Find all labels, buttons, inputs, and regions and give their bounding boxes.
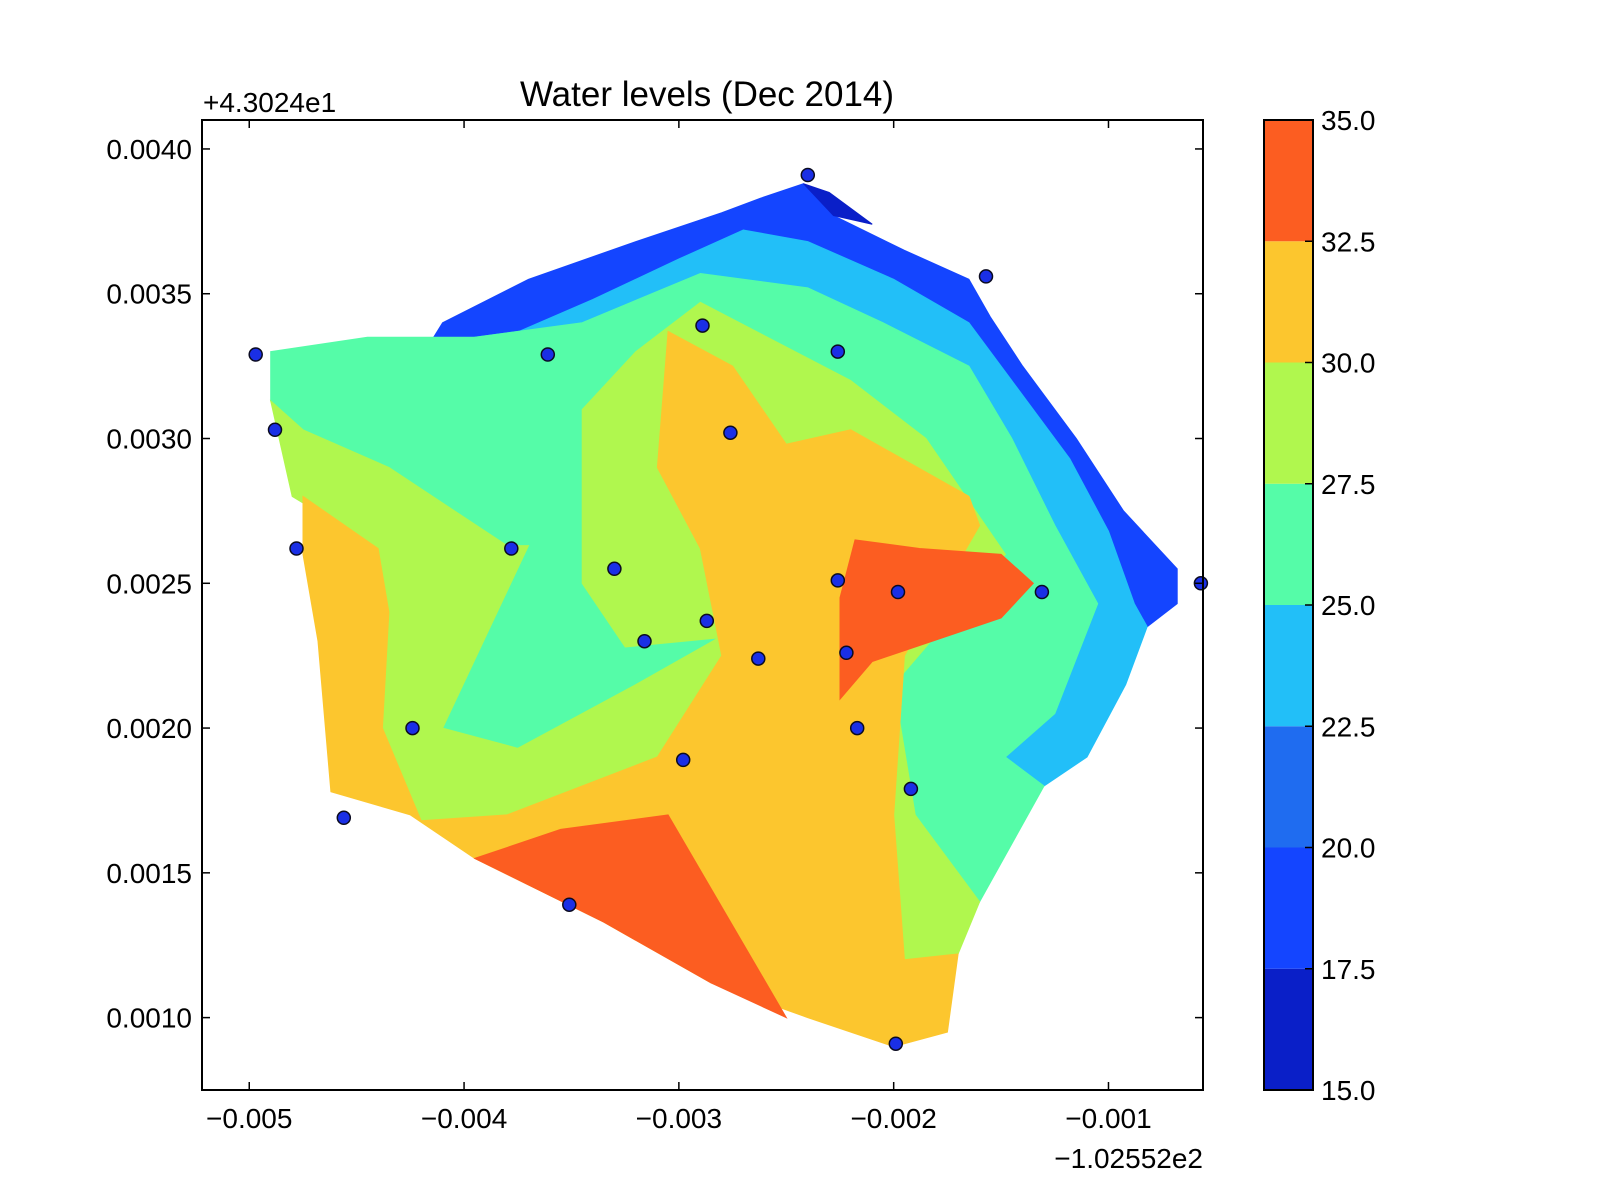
well-point-12 xyxy=(695,318,710,333)
y-tick-label: 0.0040 xyxy=(106,134,192,165)
colorbar-band-17.5-20 xyxy=(1264,847,1313,969)
colorbar-band-30-32.5 xyxy=(1264,241,1313,363)
well-point-23 xyxy=(903,781,919,797)
y-tick-label: 0.0010 xyxy=(106,1003,192,1034)
well-point-15 xyxy=(751,651,766,666)
plot-frame xyxy=(201,119,1204,1091)
y-tick-label: 0.0025 xyxy=(106,568,192,599)
x-tick-label: −0.003 xyxy=(636,1103,722,1134)
colorbar-band-27.5-30 xyxy=(1264,362,1313,484)
well-point-19 xyxy=(839,645,854,661)
colorbar-band-20-22.5 xyxy=(1264,726,1313,848)
well-point-25 xyxy=(1034,584,1050,600)
contour-region-level-30.0-32.5-east xyxy=(839,539,1035,701)
well-point-13 xyxy=(699,613,715,629)
well-point-22 xyxy=(888,1036,904,1051)
well-point-8 xyxy=(562,897,577,912)
contour-region-level-15.0-17.5 xyxy=(803,183,873,225)
well-point-7 xyxy=(540,347,556,362)
well-point-18 xyxy=(830,573,846,588)
x-tick-label: −0.004 xyxy=(421,1103,507,1134)
plot-area: −0.005 −0.004 −0.003 −0.002 −0.001 0.00100.0… xyxy=(106,119,1209,1134)
x-axis: −0.005 −0.004 −0.003 −0.002 −0.001 xyxy=(206,120,1152,1134)
well-point-11 xyxy=(675,752,691,768)
well-point-14 xyxy=(723,425,738,440)
colorbar-ticks: 15.0 17.5 20.0 22.5 25.0 27.5 30.0 32.5 35.0 xyxy=(1305,105,1376,1106)
colorbar-tick-label: 20.0 xyxy=(1321,833,1376,864)
colorbar-tick-label: 25.0 xyxy=(1321,590,1376,621)
well-point-20 xyxy=(849,720,865,736)
well-point-10 xyxy=(637,633,652,649)
colorbar-band-25-27.5 xyxy=(1264,483,1313,605)
y-tick-label: 0.0020 xyxy=(106,713,192,744)
well-point-5 xyxy=(405,720,420,736)
chart-title: Water levels (Dec 2014) xyxy=(520,75,894,114)
well-points xyxy=(248,167,1209,1051)
y-tick-label: 0.0030 xyxy=(106,424,192,455)
colorbar-tick-label: 15.0 xyxy=(1321,1075,1376,1106)
x-tick-label: −0.001 xyxy=(1065,1103,1151,1134)
well-point-3 xyxy=(289,541,304,556)
well-point-21 xyxy=(890,584,906,600)
well-point-6 xyxy=(504,541,519,556)
well-point-1 xyxy=(248,347,263,362)
colorbar-tick-label: 35.0 xyxy=(1321,105,1376,136)
well-point-9 xyxy=(607,561,622,577)
y-tick-label: 0.0035 xyxy=(106,279,192,310)
colorbar-tick-label: 17.5 xyxy=(1321,954,1376,985)
colorbar-tick-label: 27.5 xyxy=(1321,469,1376,500)
well-point-16 xyxy=(800,167,816,183)
colorbar-tick-label: 32.5 xyxy=(1321,226,1376,257)
colorbar-bands xyxy=(1264,120,1313,1090)
x-tick-label: −0.002 xyxy=(850,1103,936,1134)
well-point-24 xyxy=(978,269,994,284)
colorbar-tick-label: 22.5 xyxy=(1321,711,1376,742)
colorbar-band-15-17.5 xyxy=(1264,968,1313,1090)
y-offset-label: +4.3024e1 xyxy=(203,87,336,118)
x-offset-label: −1.02552e2 xyxy=(1054,1143,1203,1174)
well-point-2 xyxy=(267,422,283,438)
contour-layer xyxy=(269,183,1178,1048)
colorbar-band-22.5-25 xyxy=(1264,605,1313,727)
x-tick-label: −0.005 xyxy=(206,1103,292,1134)
y-axis: 0.0010 0.0015 0.0020 0.0025 0.0030 0.0035 0.00… xyxy=(106,134,1203,1034)
colorbar-tick-label: 30.0 xyxy=(1321,348,1376,379)
colorbar-band-32.5-35 xyxy=(1264,120,1313,242)
colorbar: 15.0 17.5 20.0 22.5 25.0 27.5 30.0 32.5 35.0 xyxy=(1263,105,1376,1106)
well-point-4 xyxy=(336,810,352,826)
contour-region-level-30.0-32.5-south xyxy=(473,814,788,1019)
well-point-17 xyxy=(830,344,846,359)
y-tick-label: 0.0015 xyxy=(106,858,192,889)
